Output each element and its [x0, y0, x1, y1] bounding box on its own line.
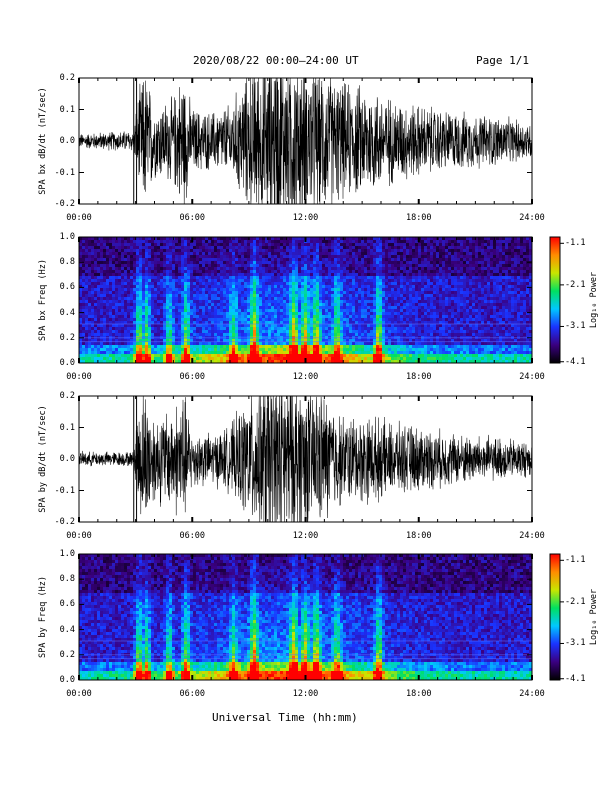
x-tick-label: 12:00: [292, 531, 319, 541]
y-tick-label: -0.2: [54, 516, 75, 527]
x-tick-label: 24:00: [519, 213, 545, 223]
colorbar-scale: [549, 236, 561, 364]
y-tick-label: 0.4: [59, 624, 75, 635]
y-tick-label: -0.2: [54, 198, 75, 209]
x-tick-label: 18:00: [405, 372, 432, 382]
y-axis-title: SPA by Freq (Hz): [37, 576, 48, 658]
colorbar-tick-label: -3.1: [565, 638, 586, 649]
y-tick-label: 0.2: [59, 390, 75, 401]
x-tick-label: 24:00: [519, 531, 545, 541]
page-indicator: Page 1/1: [476, 54, 529, 67]
y-tick-label: 0.2: [59, 649, 75, 660]
x-tick-label: 24:00: [519, 689, 545, 699]
panel-2: [78, 236, 533, 364]
y-tick-label: -0.1: [54, 485, 75, 496]
x-tick-label: 06:00: [179, 689, 206, 699]
y-axis-title: SPA bx dB/dt (nT/sec): [37, 87, 48, 195]
x-tick-label: 00:00: [66, 372, 92, 382]
x-tick-label: 06:00: [179, 531, 206, 541]
colorbar-title: Log₁₀ Power: [588, 271, 599, 329]
colorbar-tick-label: -4.1: [565, 673, 586, 684]
y-tick-label: 0.1: [59, 104, 75, 115]
spectrogram-4: [79, 554, 532, 680]
y-tick-label: 0.2: [59, 332, 75, 343]
colorbar-tick-label: -2.1: [565, 279, 586, 290]
x-tick-label: 12:00: [292, 372, 319, 382]
y-tick-label: 0.8: [59, 573, 75, 584]
waveform-3: [78, 395, 533, 523]
colorbar-scale: [549, 553, 561, 681]
y-tick-label: 0.4: [59, 307, 75, 318]
y-tick-label: 0.0: [59, 674, 75, 685]
colorbar-tick-label: -2.1: [565, 596, 586, 607]
x-axis-title: Universal Time (hh:mm): [212, 711, 358, 724]
y-tick-label: -0.1: [54, 167, 75, 178]
y-tick-label: 0.1: [59, 422, 75, 433]
x-tick-label: 00:00: [66, 213, 92, 223]
x-tick-label: 12:00: [292, 213, 319, 223]
x-tick-label: 06:00: [179, 372, 206, 382]
y-tick-label: 1.0: [59, 548, 75, 559]
colorbar-1: [549, 236, 564, 364]
y-axis-title: SPA bx Freq (Hz): [37, 259, 48, 341]
y-tick-label: 0.0: [59, 135, 75, 146]
x-tick-label: 06:00: [179, 213, 206, 223]
colorbar-2: [549, 553, 564, 681]
y-tick-label: 1.0: [59, 231, 75, 242]
spectrogram-2: [79, 237, 532, 363]
waveform-1: [78, 77, 533, 205]
y-tick-label: 0.2: [59, 72, 75, 83]
y-tick-label: 0.0: [59, 453, 75, 464]
x-tick-label: 00:00: [66, 531, 92, 541]
panel-3: [78, 395, 533, 523]
panel-1: [78, 77, 533, 205]
x-tick-label: 18:00: [405, 531, 432, 541]
x-tick-label: 18:00: [405, 213, 432, 223]
colorbar-title: Log₁₀ Power: [588, 588, 599, 646]
y-tick-label: 0.6: [59, 599, 75, 610]
y-tick-label: 0.8: [59, 256, 75, 267]
panel-4: [78, 553, 533, 681]
x-tick-label: 00:00: [66, 689, 92, 699]
y-tick-label: 0.0: [59, 357, 75, 368]
y-axis-title: SPA by dB/dt (nT/sec): [37, 405, 48, 513]
colorbar-tick-label: -4.1: [565, 356, 586, 367]
x-tick-label: 12:00: [292, 689, 319, 699]
colorbar-tick-label: -1.1: [565, 555, 586, 566]
colorbar-tick-label: -1.1: [565, 238, 586, 249]
x-tick-label: 18:00: [405, 689, 432, 699]
y-tick-label: 0.6: [59, 282, 75, 293]
colorbar-tick-label: -3.1: [565, 321, 586, 332]
x-tick-label: 24:00: [519, 372, 545, 382]
figure-title: 2020/08/22 00:00–24:00 UT: [193, 54, 359, 67]
